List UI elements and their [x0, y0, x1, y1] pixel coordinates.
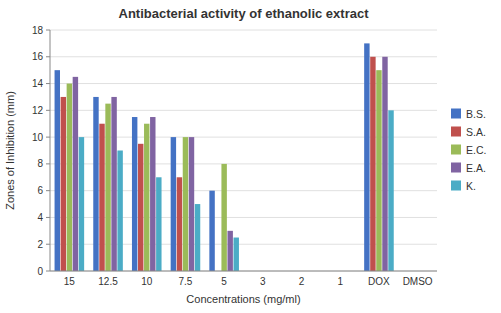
tick-label: 12.5: [98, 276, 118, 287]
bar: [144, 124, 149, 271]
tick-label: 5: [221, 276, 227, 287]
tick-mark: [46, 30, 50, 31]
bar: [189, 137, 194, 271]
bar: [221, 164, 226, 271]
grid-line: [50, 271, 437, 272]
bar: [79, 137, 84, 271]
bar: [376, 70, 381, 271]
legend-swatch: [451, 127, 461, 137]
tick-label: 6: [37, 185, 43, 196]
tick-label: 18: [32, 25, 44, 36]
tick-mark: [46, 271, 50, 272]
bar: [195, 204, 200, 271]
chart: Antibacterial activity of ethanolic extr…: [0, 0, 501, 313]
tick-mark: [46, 110, 50, 111]
legend-label: E.C.: [466, 144, 486, 156]
x-axis-line: [50, 271, 437, 272]
grid-line: [50, 30, 437, 31]
tick-mark: [46, 244, 50, 245]
bar: [370, 57, 375, 271]
bar: [227, 231, 232, 271]
tick-label: 10: [141, 276, 153, 287]
bar: [61, 97, 66, 271]
bar: [111, 97, 116, 271]
tick-label: DOX: [368, 276, 390, 287]
series: [67, 70, 382, 271]
grid-line: [50, 56, 437, 57]
tick-mark: [46, 217, 50, 218]
tick-mark: [46, 137, 50, 138]
tick-mark: [46, 83, 50, 84]
tick-label: 8: [37, 158, 43, 169]
bar: [105, 104, 110, 271]
bar: [55, 70, 60, 271]
bar: [388, 110, 393, 271]
bar: [93, 97, 98, 271]
tick-label: 0: [37, 266, 43, 277]
bar: [67, 84, 72, 271]
series: [73, 57, 388, 271]
tick-label: 16: [32, 51, 44, 62]
tick-label: 7.5: [178, 276, 192, 287]
legend: B.S. S.A. E.C. E.A. K.: [451, 108, 486, 192]
tick-label: 12: [32, 105, 44, 116]
bar: [171, 137, 176, 271]
legend-label: E.A.: [466, 162, 486, 174]
y-axis-label: Zones of Inhibition (mm): [4, 91, 16, 210]
tick-label: 2: [37, 239, 43, 250]
bar: [364, 43, 369, 271]
tick-label: 10: [32, 132, 44, 143]
legend-label: S.A.: [466, 126, 486, 138]
bar: [73, 77, 78, 271]
series: [79, 110, 394, 271]
tick-mark: [46, 56, 50, 57]
legend-swatch: [451, 163, 461, 173]
tick-mark: [46, 190, 50, 191]
legend-label: K.: [466, 180, 476, 192]
tick-label: 4: [37, 212, 43, 223]
tick-label: 1: [337, 276, 343, 287]
y-axis-line: [50, 30, 51, 271]
tick-label: 14: [32, 78, 44, 89]
bar: [183, 137, 188, 271]
x-axis: 15 12.5 10 7.5 5 3 2 1 DOX DMSO: [64, 276, 433, 287]
grid: [50, 30, 437, 271]
tick-label: DMSO: [403, 276, 433, 287]
series: [61, 57, 376, 271]
tick-label: 15: [64, 276, 76, 287]
legend-swatch: [451, 109, 461, 119]
bar: [132, 117, 137, 271]
tick-mark: [46, 163, 50, 164]
y-axis: 0 2 4 6 8 10 12 14 16 18: [32, 25, 50, 277]
bar: [117, 151, 122, 272]
x-axis-label: Concentrations (mg/ml): [186, 293, 300, 305]
bar: [177, 177, 182, 271]
title: Antibacterial activity of ethanolic extr…: [119, 6, 370, 21]
legend-label: B.S.: [466, 108, 486, 120]
bar: [382, 57, 387, 271]
bar: [138, 144, 143, 271]
bar: [99, 124, 104, 271]
bars: [55, 43, 394, 271]
bar: [234, 238, 239, 271]
bar: [209, 191, 214, 271]
bar: [150, 117, 155, 271]
series: [55, 43, 370, 271]
tick-label: 2: [299, 276, 305, 287]
legend-swatch: [451, 145, 461, 155]
bar: [156, 177, 161, 271]
legend-swatch: [451, 181, 461, 191]
tick-label: 3: [260, 276, 266, 287]
